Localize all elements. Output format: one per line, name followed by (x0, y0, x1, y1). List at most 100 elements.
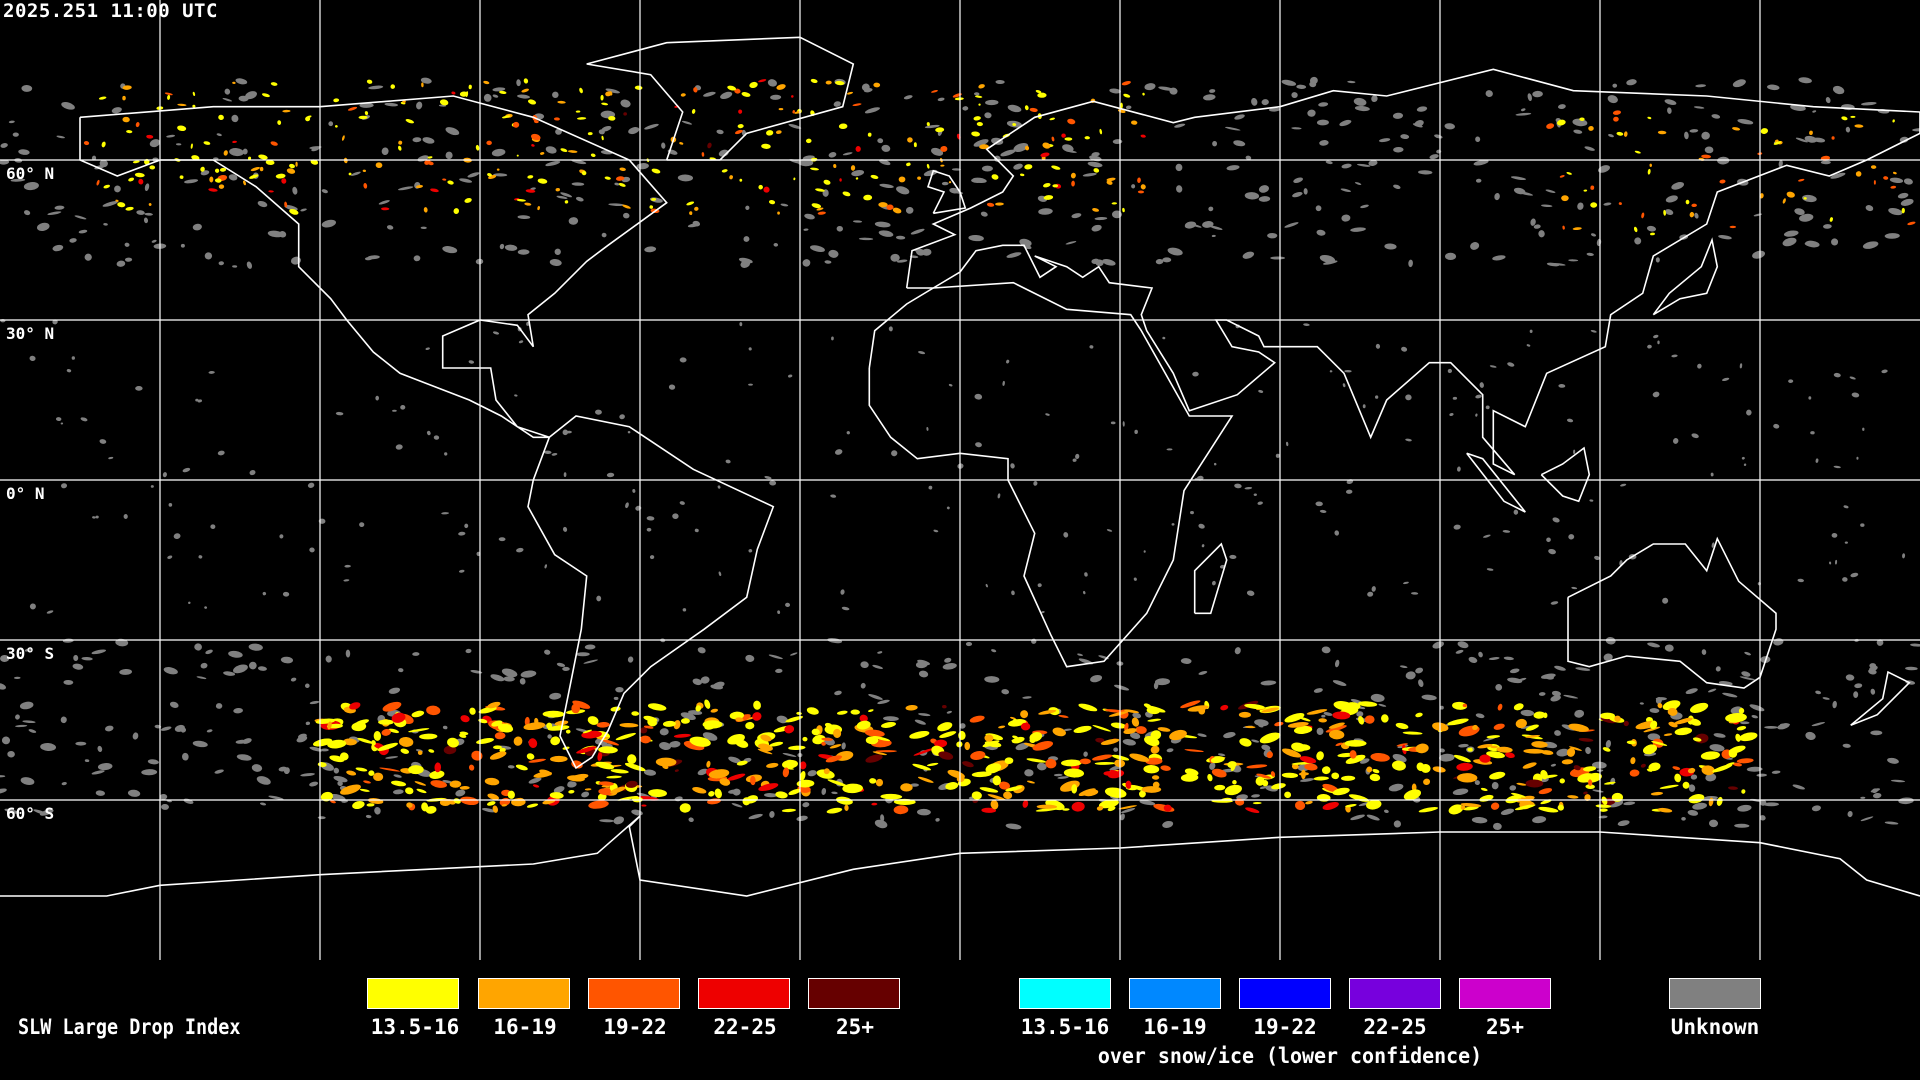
unknown-cloud-pixel (1552, 263, 1566, 266)
unknown-cloud-pixel (180, 243, 185, 248)
unknown-cloud-pixel (84, 253, 92, 261)
unknown-cloud-pixel (1045, 413, 1050, 416)
unknown-cloud-pixel (1530, 218, 1536, 226)
legend-swatch-13-16 (367, 978, 459, 1009)
slw-cloud-pixel (487, 793, 499, 800)
legend-snow-caption: over snow/ice (lower confidence) (1097, 1044, 1483, 1068)
slw-cloud-pixel (995, 202, 1004, 206)
slw-cloud-pixel (737, 124, 744, 129)
unknown-cloud-pixel (1244, 486, 1253, 490)
unknown-cloud-pixel (21, 84, 33, 92)
slw-cloud-pixel (1151, 775, 1160, 780)
slw-cloud-pixel (1601, 796, 1608, 805)
slw-cloud-pixel (1630, 757, 1636, 765)
slw-cloud-pixel (692, 787, 707, 794)
slw-cloud-pixel (459, 733, 467, 738)
slw-cloud-pixel (948, 181, 952, 184)
unknown-cloud-pixel (416, 101, 423, 110)
slw-cloud-pixel (388, 728, 400, 734)
slw-cloud-pixel (710, 708, 719, 713)
unknown-cloud-pixel (790, 652, 798, 656)
unknown-cloud-pixel (1851, 392, 1860, 398)
slw-cloud-pixel (954, 97, 964, 101)
slw-cloud-pixel (537, 206, 540, 211)
slw-cloud-pixel (606, 775, 622, 779)
slw-cloud-pixel (1370, 753, 1390, 762)
unknown-cloud-pixel (1013, 163, 1023, 170)
unknown-cloud-pixel (1849, 376, 1856, 380)
unknown-cloud-pixel (337, 780, 343, 787)
unknown-cloud-pixel (385, 756, 399, 759)
unknown-cloud-pixel (1091, 152, 1100, 157)
slw-cloud-pixel (1599, 712, 1615, 720)
slw-cloud-pixel (1647, 168, 1651, 175)
slw-cloud-pixel (1345, 702, 1361, 710)
slw-cloud-pixel (1003, 791, 1013, 800)
slw-cloud-pixel (1020, 710, 1029, 719)
unknown-cloud-pixel (1865, 205, 1874, 212)
slw-cloud-pixel (708, 769, 730, 779)
slw-cloud-pixel (1245, 807, 1260, 814)
slw-cloud-pixel (1453, 754, 1471, 763)
slw-cloud-pixel (484, 777, 500, 786)
slw-cloud-pixel (203, 141, 211, 145)
slw-cloud-pixel (398, 736, 414, 747)
unknown-cloud-pixel (97, 763, 113, 771)
unknown-cloud-pixel (248, 643, 263, 651)
slw-cloud-pixel (758, 184, 763, 190)
slw-cloud-pixel (1612, 110, 1622, 115)
slw-cloud-pixel (1514, 804, 1536, 811)
unknown-cloud-pixel (1321, 646, 1331, 654)
unknown-cloud-pixel (567, 781, 577, 788)
unknown-cloud-pixel (878, 230, 894, 237)
slw-cloud-pixel (600, 94, 604, 101)
unknown-cloud-pixel (91, 155, 97, 161)
unknown-cloud-pixel (0, 683, 6, 690)
slw-cloud-pixel (1641, 212, 1645, 219)
unknown-cloud-pixel (937, 97, 945, 102)
unknown-cloud-pixel (563, 472, 567, 478)
slw-cloud-pixel (1663, 209, 1666, 216)
unknown-cloud-pixel (1813, 137, 1826, 143)
unknown-cloud-pixel (1586, 252, 1594, 256)
unknown-cloud-pixel (335, 411, 344, 416)
unknown-cloud-pixel (290, 677, 297, 682)
unknown-cloud-pixel (910, 783, 919, 787)
unknown-cloud-pixel (796, 815, 808, 822)
slw-cloud-pixel (468, 764, 475, 771)
unknown-cloud-pixel (595, 409, 602, 415)
slw-cloud-pixel (900, 783, 913, 792)
slw-cloud-pixel (1616, 131, 1624, 136)
slw-cloud-pixel (1540, 799, 1552, 805)
unknown-cloud-pixel (483, 93, 492, 102)
unknown-cloud-pixel (625, 502, 629, 509)
unknown-cloud-pixel (1392, 753, 1407, 763)
slw-cloud-pixel (1092, 754, 1113, 761)
unknown-cloud-pixel (283, 767, 290, 775)
legend-label: 22-25 (713, 1015, 777, 1039)
slw-cloud-pixel (533, 771, 553, 778)
unknown-cloud-pixel (92, 516, 96, 519)
coastline-north-america (79, 95, 668, 439)
unknown-cloud-pixel (1258, 389, 1264, 393)
unknown-cloud-pixel (183, 798, 194, 804)
unknown-cloud-pixel (918, 670, 929, 678)
unknown-cloud-pixel (1732, 79, 1746, 88)
unknown-cloud-pixel (242, 148, 248, 155)
unknown-cloud-pixel (501, 668, 518, 678)
slw-cloud-pixel (619, 723, 639, 728)
unknown-cloud-pixel (971, 178, 982, 183)
slw-cloud-pixel (549, 792, 564, 799)
slw-cloud-pixel (969, 715, 985, 723)
unknown-cloud-pixel (697, 647, 706, 654)
slw-cloud-pixel (1489, 771, 1506, 780)
unknown-cloud-pixel (1370, 693, 1385, 703)
slw-cloud-pixel (825, 755, 843, 763)
slw-cloud-pixel (408, 765, 424, 775)
unknown-cloud-pixel (659, 742, 672, 750)
unknown-cloud-pixel (1300, 778, 1315, 782)
unknown-cloud-pixel (284, 204, 298, 211)
unknown-cloud-pixel (553, 786, 565, 793)
unknown-cloud-pixel (1592, 789, 1604, 793)
slw-cloud-pixel (870, 174, 879, 179)
